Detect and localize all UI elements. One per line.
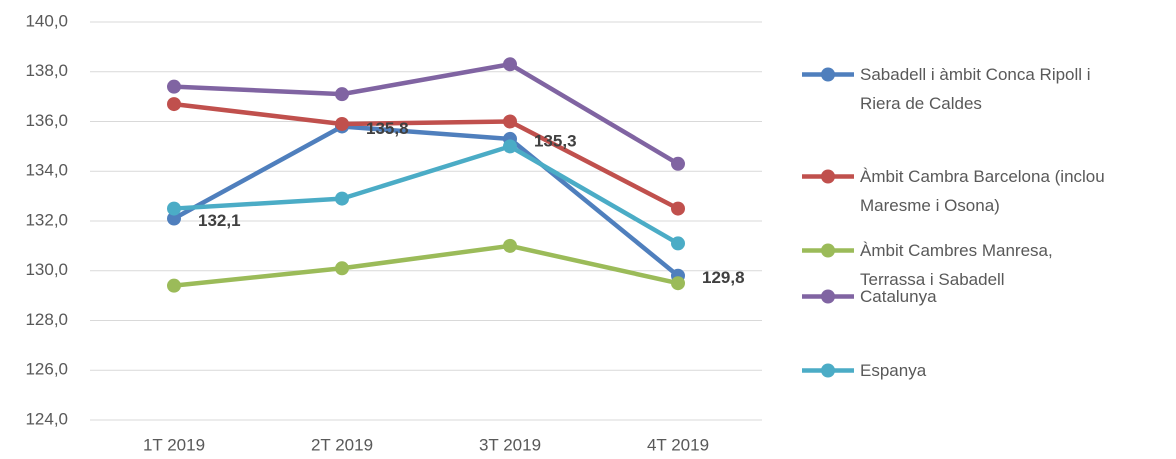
marker	[167, 79, 181, 94]
series-line	[173, 144, 680, 246]
y-tick-label: 126,0	[25, 360, 68, 379]
marker	[335, 261, 349, 276]
legend-key	[802, 289, 854, 304]
marker	[503, 114, 517, 129]
marker	[335, 191, 349, 206]
marker	[671, 236, 685, 251]
legend-entry: Àmbit Cambres Manresa, Terrassa i Sabade…	[800, 236, 1176, 294]
y-tick-label: 136,0	[25, 111, 68, 130]
legend-label: Catalunya	[860, 287, 937, 306]
legend-marker	[821, 243, 835, 258]
marker	[167, 97, 181, 112]
marker	[167, 201, 181, 216]
marker	[167, 278, 181, 293]
y-tick-label: 132,0	[25, 210, 68, 229]
y-tick-label: 140,0	[25, 11, 68, 30]
marker	[671, 276, 685, 291]
legend-label: Àmbit Cambra Barcelona (inclou Maresme i…	[860, 167, 1105, 215]
x-tick-label: 1T 2019	[143, 435, 205, 454]
legend-marker	[821, 363, 835, 378]
legend-entry: Espanya	[800, 356, 1176, 385]
y-tick-label: 134,0	[25, 161, 68, 180]
marker	[167, 211, 181, 226]
x-tick-label: 2T 2019	[311, 435, 373, 454]
legend-entry: Catalunya	[800, 282, 1176, 311]
legend-marker	[821, 289, 835, 304]
legend-label: Àmbit Cambres Manresa, Terrassa i Sabade…	[860, 241, 1053, 289]
data-label: 129,8	[702, 268, 745, 287]
y-tick-label: 130,0	[25, 260, 68, 279]
y-tick-label: 124,0	[25, 409, 68, 428]
marker	[671, 201, 685, 216]
legend-entry: Sabadell i àmbit Conca Ripoll i Riera de…	[800, 60, 1176, 118]
data-label: 135,8	[366, 119, 409, 138]
marker	[503, 139, 517, 154]
y-tick-label: 138,0	[25, 61, 68, 80]
series-line	[173, 243, 679, 288]
series-line	[173, 101, 680, 211]
data-label: 135,3	[534, 131, 577, 150]
marker	[503, 238, 517, 253]
marker	[335, 87, 349, 102]
legend-label: Sabadell i àmbit Conca Ripoll i Riera de…	[860, 65, 1091, 113]
y-tick-label: 128,0	[25, 310, 68, 329]
marker	[503, 57, 517, 72]
legend-label: Espanya	[860, 361, 927, 380]
x-tick-label: 4T 2019	[647, 435, 709, 454]
marker	[335, 116, 349, 131]
data-label: 132,1	[198, 211, 241, 230]
x-tick-label: 3T 2019	[479, 435, 541, 454]
legend-marker	[821, 169, 835, 184]
marker	[671, 156, 685, 171]
series-line	[172, 124, 680, 278]
legend-key	[802, 243, 854, 258]
legend-key	[802, 169, 854, 184]
legend-entry: Àmbit Cambra Barcelona (inclou Maresme i…	[800, 162, 1176, 220]
legend-key	[802, 67, 854, 82]
legend-marker	[821, 67, 835, 82]
series-line	[173, 62, 680, 166]
legend-key	[802, 363, 854, 378]
